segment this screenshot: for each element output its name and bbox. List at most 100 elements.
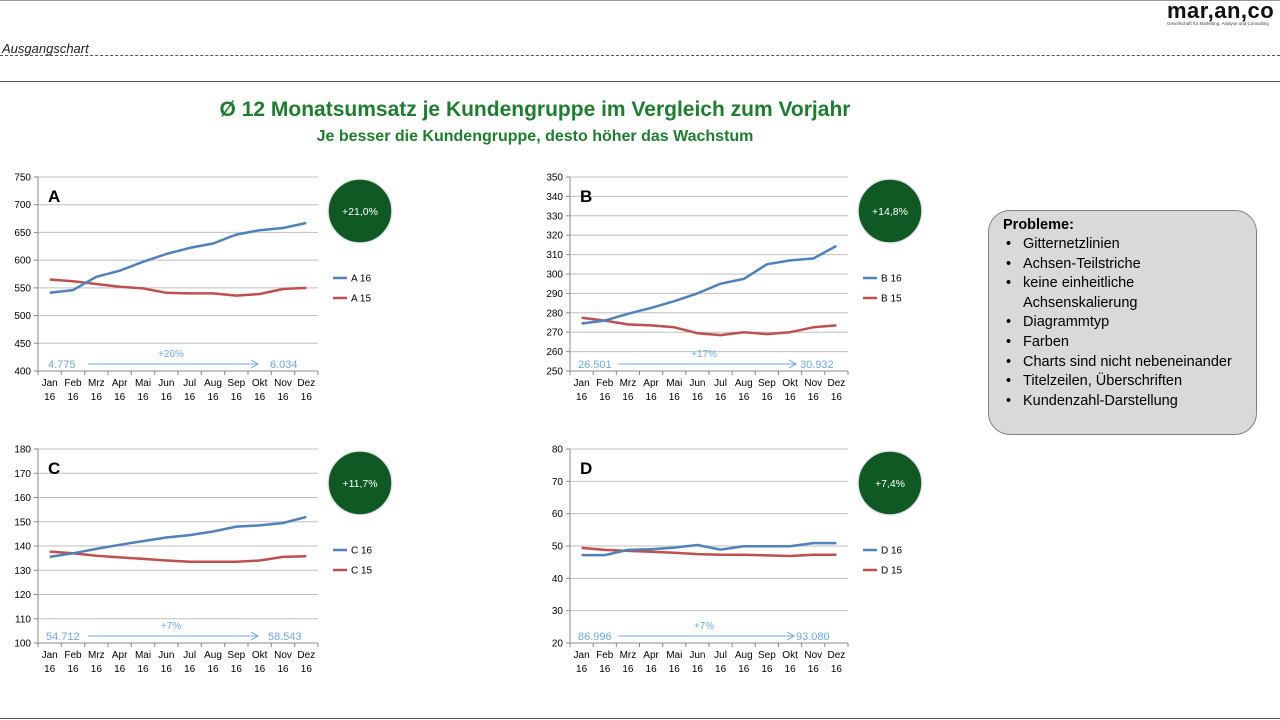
x-tick-label: Jul: [183, 378, 196, 389]
series-line: [581, 541, 837, 557]
y-tick-label: 270: [546, 328, 563, 339]
x-tick-label: Feb: [596, 378, 614, 389]
x-tick-label: Mrz: [88, 378, 105, 389]
dashed-divider: [0, 55, 1280, 56]
x-tick-label: 16: [669, 664, 681, 675]
annotation-end-value: 93.080: [796, 631, 830, 643]
legend-label: A 15: [351, 294, 371, 305]
x-tick-label: 16: [137, 664, 149, 675]
x-tick-label: Aug: [735, 650, 753, 661]
annotation-growth-label: +7%: [694, 621, 714, 632]
problem-item: Kundenzahl-Darstellung: [1006, 392, 1246, 412]
badge-circle: [327, 178, 393, 244]
logo-text: mar,an,co: [1167, 0, 1275, 23]
x-tick-label: Jul: [714, 378, 727, 389]
x-tick-label: 16: [831, 392, 843, 403]
problem-item: Titelzeilen, Überschriften: [1006, 372, 1246, 392]
y-tick-label: 130: [14, 566, 31, 577]
x-tick-label: Mai: [666, 378, 682, 389]
badge-label: +11,7%: [342, 478, 377, 490]
x-tick-label: Mai: [666, 650, 682, 661]
x-tick-label: Apr: [112, 378, 128, 389]
annotation-start-value: 86.996: [578, 631, 612, 643]
annotation-end-value: 58.543: [268, 631, 302, 643]
annotation-arrowhead: [788, 359, 798, 369]
x-tick-label: Apr: [112, 650, 128, 661]
header-divider: [0, 81, 1280, 82]
x-tick-label: 16: [277, 392, 289, 403]
x-tick-label: 16: [785, 392, 797, 403]
x-tick-label: 16: [715, 392, 727, 403]
problem-item: Charts sind nicht nebeneinander: [1006, 353, 1246, 373]
y-tick-label: 310: [546, 250, 563, 261]
company-logo: mar,an,co Gesellschaft für Marketing, An…: [1167, 0, 1280, 28]
problems-list: Gitternetzlinien Achsen-Teilstriche kein…: [1003, 235, 1246, 411]
y-tick-label: 60: [552, 509, 564, 520]
badge-circle: [857, 178, 923, 244]
logo-subtitle: Gesellschaft für Marketing, Analyse und …: [1167, 21, 1269, 26]
x-tick-label: Jun: [689, 650, 705, 661]
x-tick-label: Nov: [274, 650, 292, 661]
x-tick-label: 16: [207, 392, 219, 403]
x-tick-label: 16: [738, 392, 750, 403]
problem-item: Achsen-Teilstriche: [1006, 255, 1246, 275]
legend-label: D 15: [881, 566, 903, 577]
x-tick-label: Feb: [596, 650, 614, 661]
growth-badge: +7,4%: [857, 450, 923, 516]
x-tick-label: Mrz: [620, 650, 637, 661]
x-tick-label: 16: [137, 392, 149, 403]
x-tick-label: Sep: [227, 650, 245, 661]
y-tick-label: 300: [546, 270, 563, 281]
x-tick-label: 16: [715, 664, 727, 675]
x-tick-label: Apr: [643, 650, 659, 661]
problems-box: Probleme: Gitternetzlinien Achsen-Teilst…: [988, 210, 1257, 435]
x-tick-label: 16: [669, 392, 681, 403]
x-tick-label: Okt: [252, 378, 268, 389]
x-tick-label: Dez: [297, 378, 315, 389]
problem-item: Diagrammtyp: [1006, 313, 1246, 333]
x-tick-label: 16: [785, 664, 797, 675]
chart-panel-c: 100 110 120 130 140 150 160 170 180 Jan 16 Feb 16 Mrz…: [14, 445, 393, 675]
problem-item: Gitternetzlinien: [1006, 235, 1246, 255]
x-tick-label: 16: [646, 392, 658, 403]
panel-label: B: [580, 187, 592, 206]
x-tick-label: Nov: [274, 378, 292, 389]
x-tick-label: 16: [277, 664, 289, 675]
x-tick-label: Jul: [183, 650, 196, 661]
x-tick-label: 16: [692, 392, 704, 403]
top-rule: [0, 0, 1280, 1]
badge-circle: [857, 450, 923, 516]
problems-title: Probleme:: [1003, 217, 1074, 233]
y-tick-label: 30: [552, 606, 564, 617]
x-tick-label: Jul: [714, 650, 727, 661]
x-tick-label: Jan: [42, 650, 58, 661]
x-tick-label: Dez: [297, 650, 315, 661]
x-tick-label: Mai: [135, 650, 151, 661]
y-tick-label: 40: [552, 574, 564, 585]
x-tick-label: 16: [91, 392, 103, 403]
annotation-growth-label: +7%: [161, 621, 181, 632]
x-tick-label: Feb: [64, 378, 82, 389]
x-tick-label: 16: [207, 664, 219, 675]
x-tick-label: Okt: [782, 378, 798, 389]
chart-panel-d: 20 30 40 50 60 70 80 Jan 16 Feb 16 Mrz 16 Apr 16 Mai 16 J…: [552, 445, 923, 675]
x-tick-label: Sep: [758, 378, 776, 389]
x-tick-label: 16: [808, 664, 820, 675]
x-tick-label: 16: [91, 664, 103, 675]
growth-badge: +14,8%: [857, 178, 923, 244]
y-tick-label: 110: [15, 614, 31, 625]
y-tick-label: 80: [552, 445, 564, 456]
y-tick-label: 290: [546, 289, 563, 300]
y-tick-label: 20: [552, 639, 564, 650]
y-tick-label: 180: [14, 445, 31, 456]
x-tick-label: 16: [184, 664, 196, 675]
x-tick-label: Jan: [574, 650, 590, 661]
slide-subtitle: Je besser die Kundengruppe, desto höher …: [316, 128, 754, 145]
x-tick-label: 16: [231, 392, 243, 403]
y-tick-label: 260: [546, 347, 563, 358]
y-tick-label: 140: [14, 542, 31, 553]
chart-panel-b: 250 260 270 280 290 300 310 320 330 340 350 Jan 16 Fe…: [546, 173, 923, 403]
x-tick-label: Nov: [804, 378, 822, 389]
x-tick-label: 16: [576, 392, 588, 403]
annotation-end-value: 30.932: [800, 359, 834, 371]
